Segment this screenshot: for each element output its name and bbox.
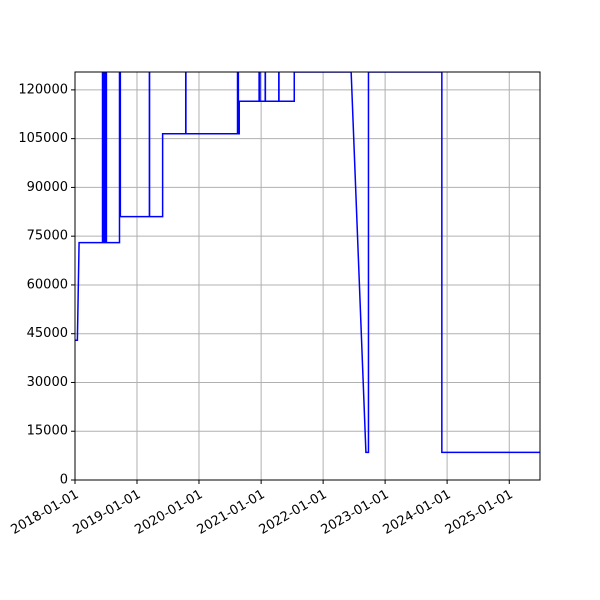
y-tick-label: 30000	[27, 375, 68, 390]
y-tick-label: 15000	[27, 424, 68, 439]
x-axis: 2018-01-012019-01-012020-01-012021-01-01…	[8, 480, 516, 538]
x-tick-label: 2021-01-01	[195, 487, 268, 538]
grid-lines	[74, 72, 540, 481]
x-tick-label: 2018-01-01	[8, 487, 81, 538]
y-tick-label: 105000	[18, 131, 68, 146]
series-line	[75, 72, 540, 454]
plot-area	[74, 71, 541, 481]
x-tick-label: 2019-01-01	[70, 487, 143, 538]
x-tick-label: 2022-01-01	[257, 487, 330, 538]
y-tick-label: 0	[60, 473, 68, 488]
y-axis: 0 15000 30000 45000 60000 75000 90000 105000 120…	[18, 82, 75, 488]
y-tick-label: 120000	[18, 82, 68, 97]
x-tick-label: 2020-01-01	[132, 487, 205, 538]
y-tick-label: 45000	[27, 326, 68, 341]
y-tick-label: 75000	[27, 229, 68, 244]
x-tick-label: 2023-01-01	[319, 487, 392, 538]
y-tick-label: 90000	[27, 180, 68, 195]
x-tick-label: 2025-01-01	[443, 487, 516, 538]
x-tick-label: 2024-01-01	[381, 487, 454, 538]
y-tick-label: 60000	[27, 277, 68, 292]
